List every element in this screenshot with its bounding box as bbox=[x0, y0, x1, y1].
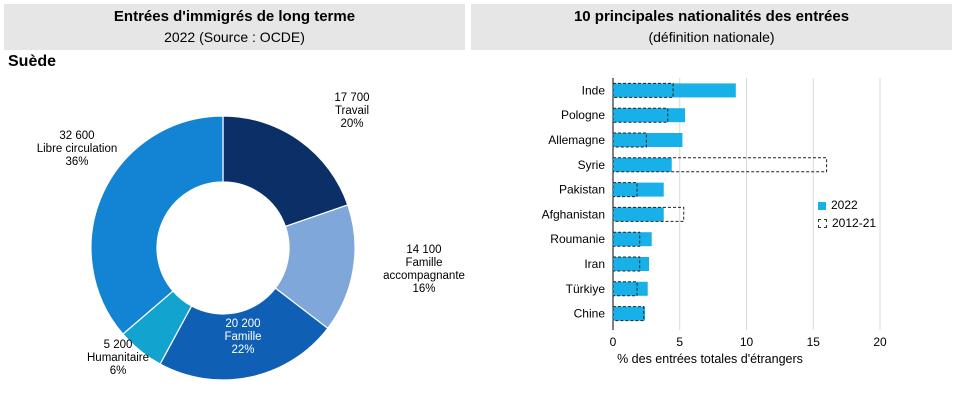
donut-label-line: 14 100 bbox=[406, 244, 442, 256]
donut-label-famille-accompagnante: 14 100 Famille accompagnante 16% bbox=[374, 244, 474, 296]
bar-2012-21-syrie bbox=[612, 157, 828, 173]
donut-label-line: 36% bbox=[65, 156, 89, 168]
category-label-iran: Iran bbox=[584, 257, 605, 271]
donut-label-line: 5 200 bbox=[103, 339, 133, 351]
bar-2022-syrie bbox=[613, 157, 672, 172]
legend-swatch-2012-21 bbox=[818, 219, 827, 229]
legend-label-2012-21: 2012-21 bbox=[832, 216, 877, 230]
x-tick-label: 20 bbox=[873, 335, 887, 349]
x-tick-label: 5 bbox=[676, 335, 683, 349]
donut-label-famille: 20 200 Famille 22% bbox=[203, 318, 283, 357]
bar-2012-21-afghanistan bbox=[612, 206, 685, 222]
category-label-roumanie: Roumanie bbox=[550, 232, 605, 246]
donut-label-line: 20 200 bbox=[225, 318, 261, 330]
donut-label-line: 16% bbox=[412, 283, 436, 295]
country-label: Suède bbox=[8, 53, 57, 70]
bar-2012-21-chine bbox=[612, 306, 645, 322]
category-label-pakistan: Pakistan bbox=[559, 183, 605, 197]
bar-2022-pologne bbox=[613, 108, 686, 123]
bar-2022-roumanie bbox=[613, 232, 652, 247]
x-tick-label: 10 bbox=[740, 335, 754, 349]
left-panel-header: Entrées d'immigrés de long terme 2022 (S… bbox=[4, 4, 465, 50]
legend-swatch-2022 bbox=[818, 201, 826, 210]
category-label-türkiye: Türkiye bbox=[566, 282, 606, 296]
donut-label-humanitaire: 5 200 Humanitaire 6% bbox=[78, 339, 158, 378]
bar-2022-allemagne bbox=[613, 133, 683, 147]
donut-label-line: Libre circulation bbox=[36, 143, 118, 155]
donut-slice-travail bbox=[222, 115, 349, 228]
donut-slice-famille bbox=[159, 287, 329, 381]
category-label-afghanistan: Afghanistan bbox=[542, 207, 605, 221]
bar-2012-21-pakistan bbox=[612, 182, 638, 198]
donut-label-travail: 17 700 Travail 20% bbox=[312, 92, 392, 131]
donut-label-line: 17 700 bbox=[334, 92, 370, 104]
right-panel-header: 10 principales nationalités des entrées … bbox=[471, 4, 952, 50]
bar-2022-iran bbox=[613, 257, 650, 271]
donut-label-line: Humanitaire bbox=[87, 352, 149, 364]
donut-label-line: 22% bbox=[231, 344, 255, 356]
category-label-inde: Inde bbox=[582, 83, 606, 97]
donut-label-line: 6% bbox=[109, 365, 127, 377]
donut-chart bbox=[90, 115, 356, 381]
bar-2012-21-pologne bbox=[612, 107, 669, 123]
right-panel-title: 10 principales nationalités des entrées bbox=[573, 8, 850, 25]
donut-label-line: accompagnante bbox=[383, 270, 465, 282]
category-label-syrie: Syrie bbox=[578, 158, 606, 172]
legend-item-2012-21: 2012-21 bbox=[818, 216, 876, 230]
category-label-allemagne: Allemagne bbox=[548, 133, 605, 147]
bar-2022-afghanistan bbox=[613, 207, 664, 222]
bar-2012-21-allemagne bbox=[612, 132, 647, 148]
donut-label-line: Travail bbox=[334, 105, 370, 117]
bar-2012-21-türkiye bbox=[612, 281, 638, 297]
left-panel-title: Entrées d'immigrés de long terme bbox=[113, 8, 356, 25]
category-label-chine: Chine bbox=[574, 307, 606, 321]
legend-item-2022: 2022 bbox=[818, 198, 858, 212]
bar-2022-inde bbox=[613, 83, 736, 98]
donut-label-line: 20% bbox=[340, 118, 364, 130]
right-panel-subtitle: (définition nationale) bbox=[648, 29, 775, 45]
bar-2022-türkiye bbox=[613, 281, 648, 296]
left-panel-subtitle: 2022 (Source : OCDE) bbox=[164, 29, 305, 45]
donut-label-line: Famille bbox=[224, 331, 262, 343]
x-tick-label: 0 bbox=[610, 335, 617, 349]
bar-2022-pakistan bbox=[613, 182, 664, 197]
legend-label-2022: 2022 bbox=[831, 198, 858, 212]
donut-label-line: 32 600 bbox=[59, 130, 95, 142]
donut-label-line: Famille bbox=[405, 257, 443, 269]
bar-2012-21-inde bbox=[612, 82, 674, 98]
bar-2022-chine bbox=[613, 306, 646, 321]
x-tick-label: 15 bbox=[807, 335, 821, 349]
x-axis-label: % des entrées totales d'étrangers bbox=[617, 352, 803, 366]
donut-label-libre-circulation: 32 600 Libre circulation 36% bbox=[32, 130, 122, 169]
donut-slice-libre-circulation bbox=[90, 115, 224, 335]
category-label-pologne: Pologne bbox=[561, 108, 605, 122]
